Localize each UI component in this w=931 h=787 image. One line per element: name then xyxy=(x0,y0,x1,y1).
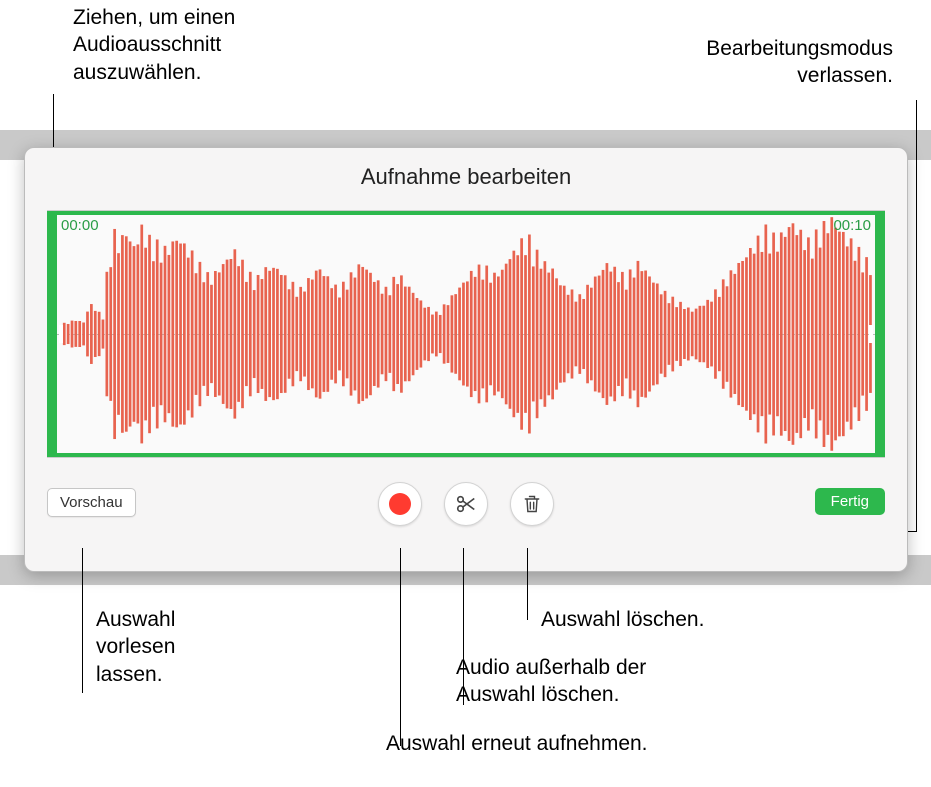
edit-panel: Aufnahme bearbeiten 00:00 00:10 Vorschau xyxy=(24,147,908,572)
waveform-container[interactable]: 00:00 00:10 xyxy=(47,210,885,458)
callout-delete: Auswahl löschen. xyxy=(541,606,704,633)
selection-handle-right[interactable] xyxy=(869,325,871,343)
time-end-label: 00:10 xyxy=(833,217,871,234)
callout-line-trim xyxy=(463,548,464,705)
record-icon xyxy=(389,493,411,515)
callout-preview: Auswahl vorlesen lassen. xyxy=(96,606,175,688)
selection-handle-left[interactable] xyxy=(59,325,61,343)
scissors-icon xyxy=(455,493,477,515)
toolbar: Vorschau Fertig xyxy=(47,482,885,530)
time-start-label: 00:00 xyxy=(61,217,99,234)
center-buttons xyxy=(378,482,554,526)
callout-line-preview xyxy=(82,548,83,693)
callout-trim: Audio außerhalb der Auswahl löschen. xyxy=(456,654,646,709)
delete-button[interactable] xyxy=(510,482,554,526)
panel-title: Aufnahme bearbeiten xyxy=(25,148,907,202)
callout-exit-edit: Bearbeitungsmodus verlassen. xyxy=(706,35,893,90)
callout-line-delete xyxy=(527,548,528,620)
trash-icon xyxy=(522,493,542,515)
trim-button[interactable] xyxy=(444,482,488,526)
record-button[interactable] xyxy=(378,482,422,526)
done-button[interactable]: Fertig xyxy=(815,488,885,515)
callout-drag-select: Ziehen, um einen Audioausschnitt auszuwä… xyxy=(73,4,235,86)
callout-rerecord: Auswahl erneut aufnehmen. xyxy=(386,730,648,757)
selection-frame[interactable] xyxy=(47,211,885,457)
preview-button[interactable]: Vorschau xyxy=(47,488,136,517)
callout-line-exit-v xyxy=(916,100,917,532)
callout-line-rerecord xyxy=(400,548,401,746)
